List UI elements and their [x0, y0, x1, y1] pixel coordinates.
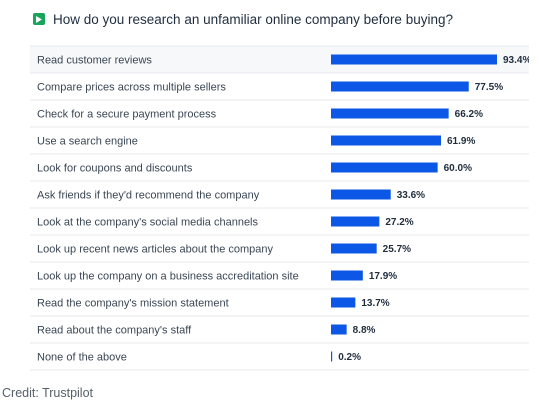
bar: [331, 108, 449, 119]
value-label: 25.7%: [383, 244, 411, 255]
bar: [331, 351, 333, 362]
bar: [331, 297, 356, 308]
value-label: 61.9%: [447, 136, 475, 147]
category-label: Ask friends if they'd recommend the comp…: [37, 190, 260, 202]
bar-row: Look up recent news articles about the c…: [37, 243, 411, 256]
chart-title: How do you research an unfamiliar online…: [53, 11, 453, 27]
bar: [331, 81, 469, 92]
category-label: Look up recent news articles about the c…: [37, 244, 274, 256]
bar-row: Use a search engine 61.9%: [37, 135, 475, 148]
value-label: 27.2%: [385, 217, 413, 228]
category-label: Read about the company's staff: [37, 325, 192, 337]
category-label: Read customer reviews: [37, 55, 152, 67]
value-label: 66.2%: [455, 109, 483, 120]
bar-row: Look for coupons and discounts 60.0%: [37, 162, 472, 175]
bar: [331, 324, 347, 335]
value-label: 93.4%: [503, 55, 529, 66]
bar-row: Compare prices across multiple sellers 77…: [37, 81, 503, 94]
bar-row: Ask friends if they'd recommend the comp…: [37, 189, 425, 202]
bar-row: None of the above 0.2%: [37, 351, 361, 364]
category-label: Read the company's mission statement: [37, 298, 229, 310]
value-label: 33.6%: [397, 190, 425, 201]
chart-card: Read customer reviews 93.4% Compare prices…: [26, 0, 529, 380]
bar-row: Read the company's mission statement 13.7…: [37, 297, 390, 310]
bar: [331, 216, 380, 227]
bar-chart: Read customer reviews 93.4% Compare prices…: [30, 45, 529, 371]
bar: [331, 189, 391, 200]
bar: [331, 243, 377, 254]
bar: [331, 162, 438, 173]
value-label: 17.9%: [369, 271, 397, 282]
category-label: Use a search engine: [37, 136, 138, 148]
category-label: Look up the company on a business accred…: [37, 271, 299, 283]
value-label: 77.5%: [475, 82, 503, 93]
bar-row: Read about the company's staff 8.8%: [37, 324, 376, 337]
category-label: Check for a secure payment process: [37, 109, 217, 121]
category-label: Look at the company's social media chann…: [37, 217, 259, 229]
value-label: 60.0%: [444, 163, 472, 174]
bar-row: Check for a secure payment process 66.2%: [37, 108, 483, 121]
credit-text: Credit: Trustpilot: [2, 386, 94, 400]
category-label: Compare prices across multiple sellers: [37, 82, 226, 94]
bar-row: Read customer reviews 93.4%: [37, 54, 529, 67]
value-label: 13.7%: [361, 298, 389, 309]
category-label: None of the above: [37, 352, 127, 364]
chart-header: How do you research an unfamiliar online…: [33, 11, 453, 27]
category-label: Look for coupons and discounts: [37, 163, 193, 175]
bar: [331, 135, 442, 146]
bar-row: Look at the company's social media chann…: [37, 216, 414, 229]
value-label: 8.8%: [353, 325, 376, 336]
bar-row: Look up the company on a business accred…: [37, 270, 397, 283]
bar: [331, 54, 497, 65]
play-icon: [33, 13, 45, 25]
value-label: 0.2%: [338, 352, 361, 363]
bar: [331, 270, 363, 281]
